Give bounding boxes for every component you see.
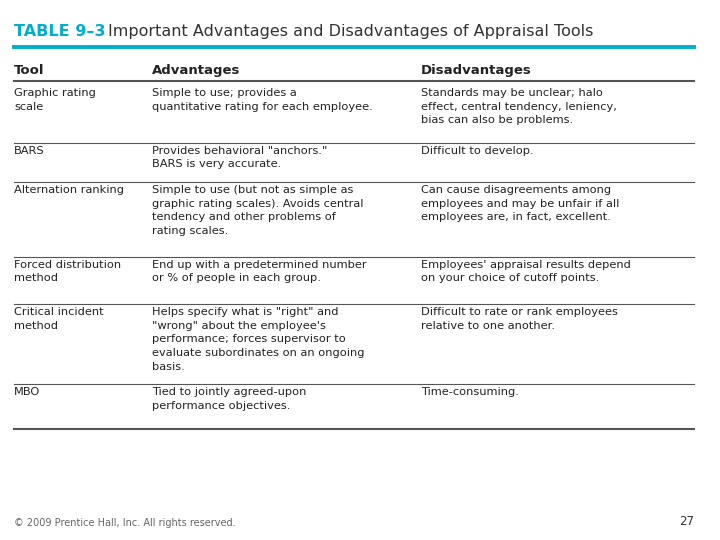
- Text: Forced distribution
method: Forced distribution method: [14, 260, 121, 284]
- Text: Disadvantages: Disadvantages: [421, 64, 532, 77]
- Text: Difficult to rate or rank employees
relative to one another.: Difficult to rate or rank employees rela…: [421, 307, 618, 331]
- Text: Simple to use (but not as simple as
graphic rating scales). Avoids central
tende: Simple to use (but not as simple as grap…: [152, 185, 364, 236]
- Text: Graphic rating
scale: Graphic rating scale: [14, 88, 96, 112]
- Text: © 2009 Prentice Hall, Inc. All rights reserved.: © 2009 Prentice Hall, Inc. All rights re…: [14, 518, 235, 528]
- Text: BARS: BARS: [14, 146, 45, 156]
- Text: Advantages: Advantages: [152, 64, 240, 77]
- Text: MBO: MBO: [14, 387, 40, 397]
- Text: Time-consuming.: Time-consuming.: [421, 387, 519, 397]
- Text: Alternation ranking: Alternation ranking: [14, 185, 124, 195]
- Text: End up with a predetermined number
or % of people in each group.: End up with a predetermined number or % …: [152, 260, 366, 284]
- Text: 27: 27: [679, 515, 693, 528]
- Text: Tool: Tool: [14, 64, 45, 77]
- Text: Simple to use; provides a
quantitative rating for each employee.: Simple to use; provides a quantitative r…: [152, 88, 373, 112]
- Text: Important Advantages and Disadvantages of Appraisal Tools: Important Advantages and Disadvantages o…: [107, 24, 593, 39]
- Text: Standards may be unclear; halo
effect, central tendency, leniency,
bias can also: Standards may be unclear; halo effect, c…: [421, 88, 617, 125]
- Text: TABLE 9–3: TABLE 9–3: [14, 24, 106, 39]
- Text: Difficult to develop.: Difficult to develop.: [421, 146, 534, 156]
- Text: Tied to jointly agreed-upon
performance objectives.: Tied to jointly agreed-upon performance …: [152, 387, 307, 411]
- Text: Critical incident
method: Critical incident method: [14, 307, 104, 331]
- Text: Employees' appraisal results depend
on your choice of cutoff points.: Employees' appraisal results depend on y…: [421, 260, 631, 284]
- Text: Can cause disagreements among
employees and may be unfair if all
employees are, : Can cause disagreements among employees …: [421, 185, 619, 222]
- Text: Helps specify what is "right" and
"wrong" about the employee's
performance; forc: Helps specify what is "right" and "wrong…: [152, 307, 364, 372]
- Text: Provides behavioral "anchors."
BARS is very accurate.: Provides behavioral "anchors." BARS is v…: [152, 146, 328, 170]
